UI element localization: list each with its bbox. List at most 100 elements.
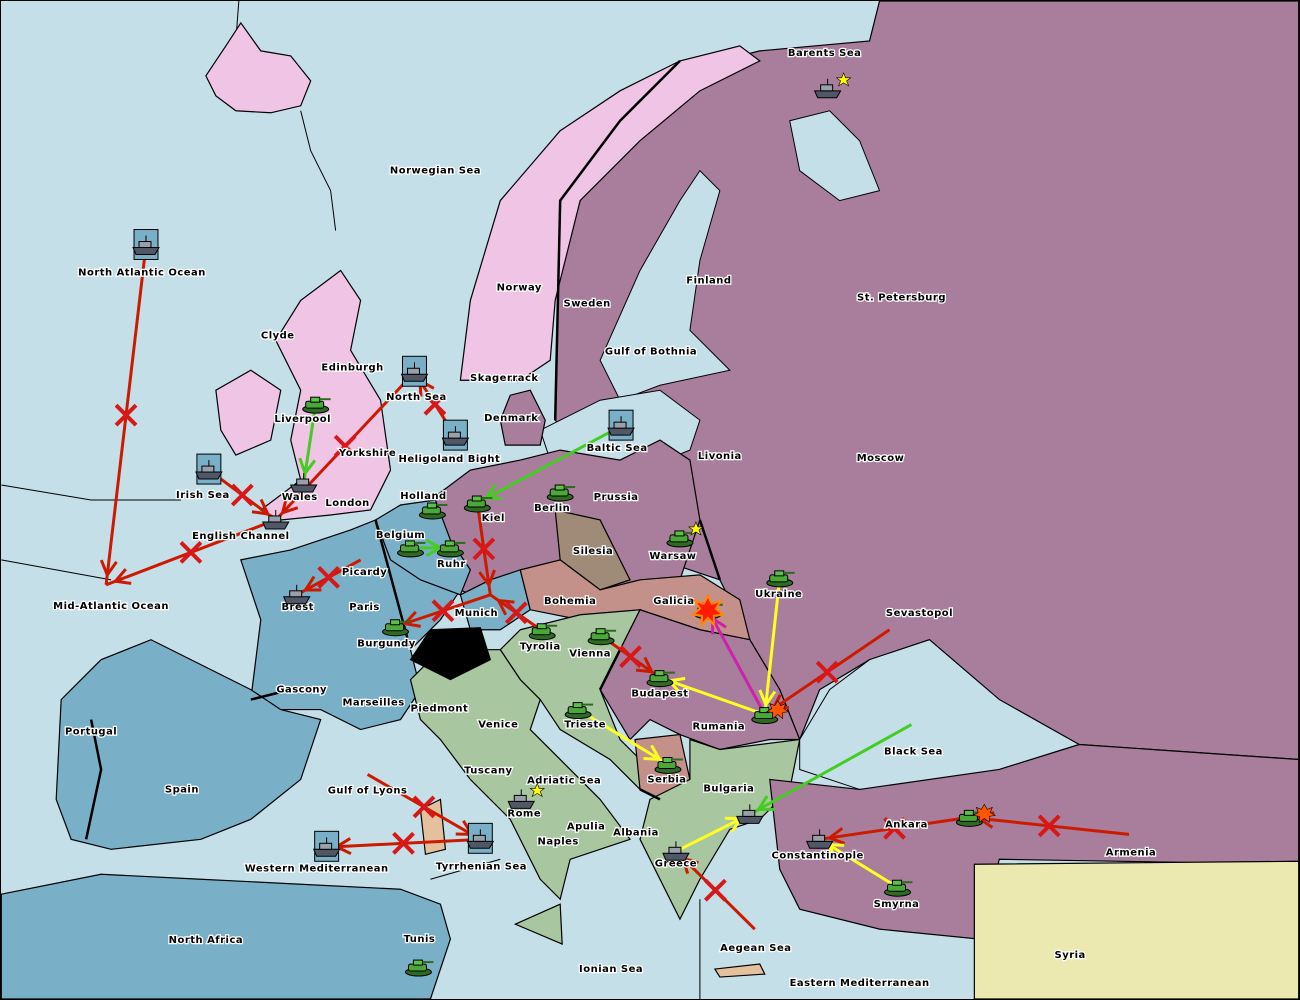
region-denmark[interactable] — [499, 389, 546, 446]
province-label[interactable]: Galicia — [652, 595, 695, 608]
army-unit[interactable] — [751, 707, 780, 725]
province-label[interactable]: Munich — [453, 607, 499, 620]
province-label[interactable]: Finland — [685, 274, 732, 287]
province-label[interactable]: Edinburgh — [320, 361, 384, 374]
region-britain[interactable] — [259, 269, 392, 521]
province-label[interactable]: Skagerrack — [469, 372, 540, 385]
province-label[interactable]: Armenia — [1105, 846, 1158, 859]
province-label[interactable]: North Sea — [385, 391, 448, 404]
fleet-unit[interactable] — [289, 473, 318, 493]
province-label[interactable]: Moscow — [855, 452, 905, 465]
province-label[interactable]: Tuscany — [463, 764, 513, 777]
province-label[interactable]: Rome — [506, 807, 542, 820]
army-unit[interactable] — [564, 702, 594, 720]
province-label[interactable]: Liverpool — [273, 413, 332, 426]
province-label[interactable]: Norway — [495, 281, 542, 294]
province-label[interactable]: Burgundy — [356, 637, 417, 650]
province-label[interactable]: Greece — [654, 857, 698, 870]
province-label[interactable]: Irish Sea — [175, 489, 231, 502]
fleet-unit[interactable] — [813, 72, 852, 99]
region-iberia[interactable] — [55, 639, 322, 850]
army-unit[interactable] — [654, 756, 683, 774]
province-label[interactable]: Holland — [399, 490, 447, 503]
fleet-unit[interactable] — [312, 830, 341, 862]
fleet-unit[interactable] — [262, 509, 290, 530]
province-label[interactable]: Baltic Sea — [585, 442, 648, 455]
province-label[interactable]: Mid-Atlantic Ocean — [52, 600, 170, 613]
fleet-unit[interactable] — [132, 229, 160, 260]
province-label[interactable]: Ruhr — [436, 558, 467, 571]
province-label[interactable]: Albania — [612, 826, 660, 839]
fleet-unit[interactable] — [466, 822, 495, 854]
army-unit[interactable] — [666, 521, 704, 548]
province-label[interactable]: London — [324, 497, 370, 510]
fleet-unit[interactable] — [736, 804, 764, 824]
fleet-unit[interactable] — [805, 829, 834, 849]
army-unit[interactable] — [397, 540, 426, 558]
region-syria[interactable] — [973, 860, 1299, 999]
province-label[interactable]: Gulf of Lyons — [326, 784, 408, 797]
province-label[interactable]: Wales — [280, 491, 318, 504]
province-label[interactable]: Yorkshire — [337, 447, 397, 460]
province-label[interactable]: Picardy — [341, 566, 388, 579]
province-label[interactable]: Ankara — [884, 818, 929, 831]
province-label[interactable]: Belgium — [375, 529, 426, 542]
region-north-africa[interactable] — [1, 873, 452, 999]
province-label[interactable]: Western Mediterranean — [244, 862, 390, 875]
province-label[interactable]: Portugal — [64, 725, 118, 738]
army-unit[interactable] — [528, 623, 558, 641]
province-label[interactable]: Constantinople — [770, 849, 864, 862]
province-label[interactable]: Prussia — [592, 491, 639, 504]
province-label[interactable]: Paris — [348, 601, 381, 614]
fleet-unit[interactable] — [195, 453, 223, 485]
region-italy[interactable] — [409, 649, 632, 901]
fleet-unit[interactable] — [662, 841, 690, 861]
province-label[interactable]: Berlin — [533, 502, 571, 515]
province-label[interactable]: Bulgaria — [702, 782, 755, 795]
province-label[interactable]: Vienna — [568, 647, 612, 660]
province-label[interactable]: North Atlantic Ocean — [77, 266, 207, 279]
province-label[interactable]: Spain — [164, 783, 200, 796]
army-unit[interactable] — [382, 619, 411, 637]
army-unit[interactable] — [766, 570, 795, 588]
province-label[interactable]: Piedmont — [409, 702, 469, 715]
province-label[interactable]: Aegean Sea — [719, 942, 792, 955]
army-unit[interactable] — [463, 495, 493, 513]
province-label[interactable]: English Channel — [191, 530, 290, 543]
province-label[interactable]: Ukraine — [754, 588, 803, 601]
province-label[interactable]: Norwegian Sea — [389, 164, 482, 177]
fleet-unit[interactable] — [507, 782, 546, 809]
province-label[interactable]: Tyrolia — [519, 640, 562, 653]
army-unit[interactable] — [646, 670, 675, 688]
sea-gulf-of-bothnia[interactable] — [599, 169, 731, 401]
province-label[interactable]: Tyrrhenian Sea — [434, 860, 527, 873]
province-label[interactable]: Syria — [1053, 949, 1086, 962]
province-label[interactable]: Venice — [477, 718, 519, 731]
province-label[interactable]: Denmark — [483, 412, 539, 425]
province-label[interactable]: Bohemia — [543, 595, 597, 608]
province-label[interactable]: Ionian Sea — [578, 963, 644, 976]
province-label[interactable]: Sweden — [562, 297, 611, 310]
army-unit[interactable] — [690, 593, 726, 628]
army-unit[interactable] — [955, 809, 985, 827]
province-label[interactable]: St. Petersburg — [856, 291, 947, 304]
province-label[interactable]: Rumania — [691, 720, 746, 733]
province-label[interactable]: Eastern Mediterranean — [788, 977, 930, 990]
province-label[interactable]: Kiel — [480, 512, 505, 525]
province-label[interactable]: Tunis — [402, 933, 436, 946]
region-norway[interactable] — [459, 45, 761, 381]
army-unit[interactable] — [436, 540, 466, 558]
army-unit[interactable] — [884, 879, 913, 897]
province-label[interactable]: Smyrna — [872, 898, 920, 911]
province-label[interactable]: Heligoland Bight — [397, 453, 501, 466]
province-label[interactable]: Warsaw — [648, 550, 697, 563]
province-label[interactable]: Barents Sea — [787, 47, 862, 60]
army-unit[interactable] — [404, 959, 434, 977]
province-label[interactable]: Silesia — [572, 545, 614, 558]
province-label[interactable]: Gulf of Bothnia — [604, 345, 698, 358]
province-label[interactable]: Trieste — [563, 718, 607, 731]
army-unit[interactable] — [546, 484, 576, 502]
fleet-unit[interactable] — [441, 419, 470, 451]
province-label[interactable]: Adriatic Sea — [526, 774, 602, 787]
